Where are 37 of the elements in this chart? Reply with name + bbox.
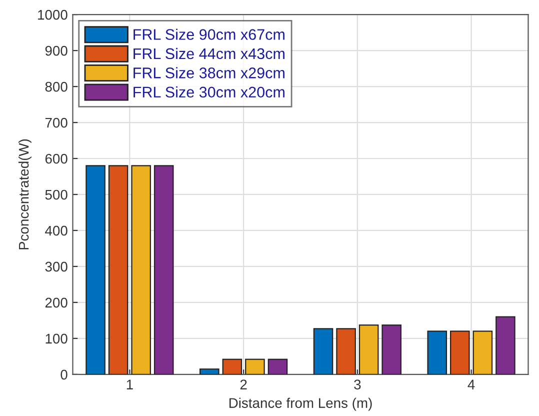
legend-label: FRL Size 30cm x20cm — [134, 86, 284, 98]
x-tick-label: 4 — [468, 380, 475, 390]
y-tick-label: 800 — [45, 82, 68, 92]
bar — [108, 165, 128, 374]
bar — [313, 328, 334, 374]
bar — [86, 165, 106, 374]
bar — [245, 358, 265, 374]
legend-label: FRL Size 44cm x43cm — [134, 48, 284, 60]
bar — [382, 324, 402, 374]
bar — [472, 330, 493, 374]
y-tick-label: 400 — [45, 226, 68, 236]
x-tick-label: 3 — [354, 380, 361, 390]
bar — [427, 330, 448, 374]
y-axis-title: Pconcentrated(W) — [18, 139, 32, 250]
bar — [450, 330, 470, 374]
bar — [268, 358, 288, 374]
x-tick-label: 2 — [240, 380, 247, 390]
bar — [200, 368, 220, 374]
bar — [336, 328, 356, 374]
y-tick-label: 0 — [60, 370, 68, 380]
y-tick-label: 100 — [46, 334, 68, 344]
x-axis-title: Distance from Lens (m) — [229, 398, 372, 411]
legend-label: FRL Size 90cm x67cm — [134, 28, 284, 40]
y-tick-label: 200 — [45, 298, 68, 308]
bar — [131, 165, 151, 374]
y-tick-label: 300 — [45, 262, 68, 272]
bar — [222, 358, 242, 374]
y-tick-label: 1000 — [38, 10, 68, 20]
bar — [496, 316, 516, 374]
y-tick-label: 600 — [45, 154, 68, 164]
y-tick-label: 900 — [45, 46, 68, 56]
bar — [154, 165, 174, 374]
bar — [358, 324, 379, 374]
x-tick-label: 1 — [126, 380, 133, 390]
y-tick-label: 700 — [45, 118, 68, 128]
y-tick-label: 500 — [45, 190, 68, 200]
legend-label: FRL Size 38cm x29cm — [134, 67, 284, 78]
